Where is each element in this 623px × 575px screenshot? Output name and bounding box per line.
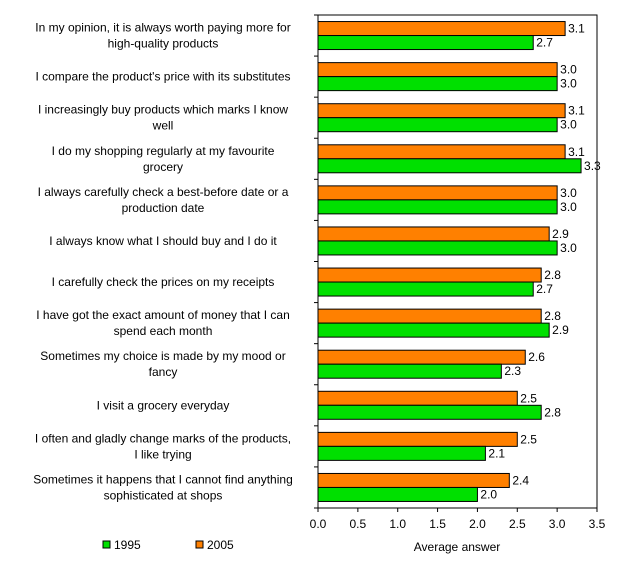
bar-2005: [317, 21, 566, 37]
bar-2005: [317, 390, 518, 406]
bar-2005: [317, 349, 526, 365]
bar-2005: [317, 308, 542, 324]
legend-label-1995: 1995: [114, 538, 141, 552]
bar-2005: [317, 103, 566, 119]
bar-1995: [317, 281, 534, 297]
value-label-1995: 3.0: [560, 241, 577, 255]
value-label-2005: 2.4: [512, 473, 529, 487]
x-tick-label: 0.5: [350, 517, 367, 531]
x-tick-label: 0.0: [310, 517, 327, 531]
bar-1995: [317, 117, 558, 133]
value-label-1995: 2.1: [488, 446, 505, 460]
x-tick-label: 1.0: [389, 517, 406, 531]
x-tick-label: 3.5: [589, 517, 606, 531]
bar-2005: [317, 185, 558, 201]
category-label: I compare the product's price with its s…: [35, 70, 290, 84]
value-label-1995: 3.0: [560, 77, 577, 91]
value-label-1995: 2.9: [552, 323, 569, 337]
value-label-2005: 3.1: [568, 145, 585, 159]
bar-1995: [317, 158, 582, 174]
category-label: I have got the exact amount of money tha…: [36, 308, 290, 338]
category-label: In my opinion, it is always worth paying…: [35, 21, 290, 51]
value-label-1995: 2.0: [480, 487, 497, 501]
x-tick-label: 2.0: [469, 517, 486, 531]
value-label-1995: 3.0: [560, 118, 577, 132]
bar-2005: [317, 226, 550, 242]
bar-1995: [317, 322, 550, 338]
bar-2005: [317, 144, 566, 160]
legend-swatch-2005: [195, 540, 204, 549]
value-label-2005: 3.1: [568, 104, 585, 118]
category-label: I carefully check the prices on my recei…: [52, 275, 275, 289]
category-label: I always carefully check a best-before d…: [38, 185, 289, 215]
value-label-1995: 2.3: [504, 364, 521, 378]
value-label-2005: 2.6: [528, 350, 545, 364]
value-label-1995: 2.7: [536, 282, 553, 296]
value-label-1995: 3.3: [584, 159, 601, 173]
value-label-2005: 2.8: [544, 309, 561, 323]
bar-2005: [317, 62, 558, 78]
category-label: I increasingly buy products which marks …: [38, 103, 288, 133]
bar-2005: [317, 267, 542, 283]
value-label-1995: 3.0: [560, 200, 577, 214]
bar-1995: [317, 445, 486, 461]
x-tick-label: 3.0: [549, 517, 566, 531]
category-label: Sometimes it happens that I cannot find …: [33, 472, 293, 502]
bar-1995: [317, 404, 542, 420]
bar-2005: [317, 472, 510, 488]
bar-1995: [317, 76, 558, 92]
value-label-1995: 2.7: [536, 36, 553, 50]
value-label-1995: 2.8: [544, 405, 561, 419]
legend-label-2005: 2005: [207, 538, 234, 552]
x-axis-title: Average answer: [414, 540, 501, 554]
value-label-2005: 3.0: [560, 186, 577, 200]
category-label: Sometimes my choice is made by my mood o…: [40, 349, 285, 379]
value-label-2005: 2.8: [544, 268, 561, 282]
legend: 1995 2005: [102, 538, 234, 552]
bar-1995: [317, 199, 558, 215]
bar-1995: [317, 35, 534, 51]
category-label: I do my shopping regularly at my favouri…: [52, 144, 275, 174]
bar-2005: [317, 431, 518, 447]
value-label-2005: 3.1: [568, 22, 585, 36]
category-label: I always know what I should buy and I do…: [49, 234, 277, 248]
bar-1995: [317, 486, 478, 502]
value-label-2005: 2.5: [520, 432, 537, 446]
category-label: I often and gladly change marks of the p…: [35, 431, 291, 461]
x-tick-label: 1.5: [429, 517, 446, 531]
legend-swatch-1995: [102, 540, 111, 549]
value-label-2005: 2.9: [552, 227, 569, 241]
value-label-2005: 2.5: [520, 391, 537, 405]
bar-1995: [317, 363, 502, 379]
bar-1995: [317, 240, 558, 256]
category-label: I visit a grocery everyday: [97, 398, 230, 412]
x-tick-label: 2.5: [509, 517, 526, 531]
value-label-2005: 3.0: [560, 63, 577, 77]
